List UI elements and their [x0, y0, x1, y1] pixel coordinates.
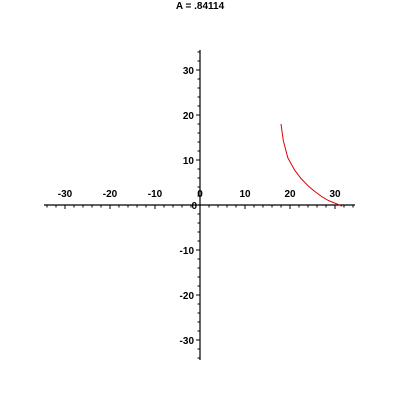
y-tick-label: -10 [180, 246, 195, 257]
tick-labels: -30 -20 -10 0 10 20 30 -30 -20 -10 0 10 20 30 [58, 66, 341, 347]
chart-title: A = .84114 [176, 1, 225, 12]
x-tick-label: 0 [197, 189, 203, 200]
x-tick-label: 30 [329, 189, 341, 200]
series-layer [280, 123, 343, 207]
y-tick-label: 20 [183, 111, 195, 122]
series-line [280, 123, 343, 207]
x-tick-label: -20 [103, 189, 118, 200]
y-tick-label: 0 [191, 201, 197, 212]
y-tick-label: 10 [183, 156, 195, 167]
y-tick-label: 30 [183, 66, 195, 77]
ticks [46, 51, 354, 359]
axes [44, 50, 355, 360]
x-tick-label: 10 [239, 189, 251, 200]
x-tick-label: -30 [58, 189, 73, 200]
y-tick-label: -20 [180, 291, 195, 302]
y-tick-label: -30 [180, 336, 195, 347]
x-tick-label: -10 [148, 189, 163, 200]
x-tick-label: 20 [284, 189, 296, 200]
